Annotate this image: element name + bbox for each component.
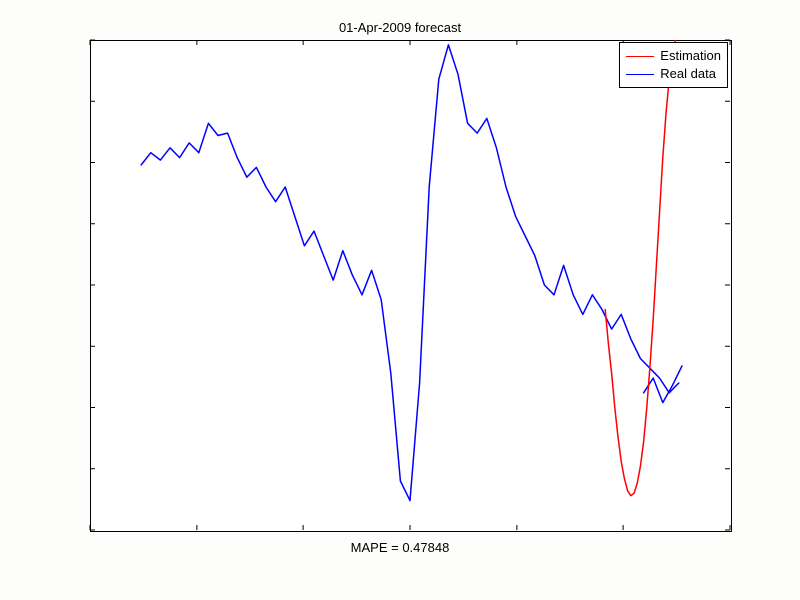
series-estimation [605,40,675,496]
legend: EstimationReal data [619,42,728,88]
legend-item-real-data: Real data [626,65,721,83]
legend-swatch [626,56,654,57]
plot-svg [0,0,800,600]
legend-label: Real data [660,65,716,83]
chart-xlabel: MAPE = 0.47848 [351,540,450,555]
forecast-chart: 01-Apr-2009 forecast MAPE = 0.47848 Esti… [0,0,800,600]
series-real-data [141,45,679,501]
legend-item-estimation: Estimation [626,47,721,65]
legend-label: Estimation [660,47,721,65]
legend-swatch [626,74,654,75]
